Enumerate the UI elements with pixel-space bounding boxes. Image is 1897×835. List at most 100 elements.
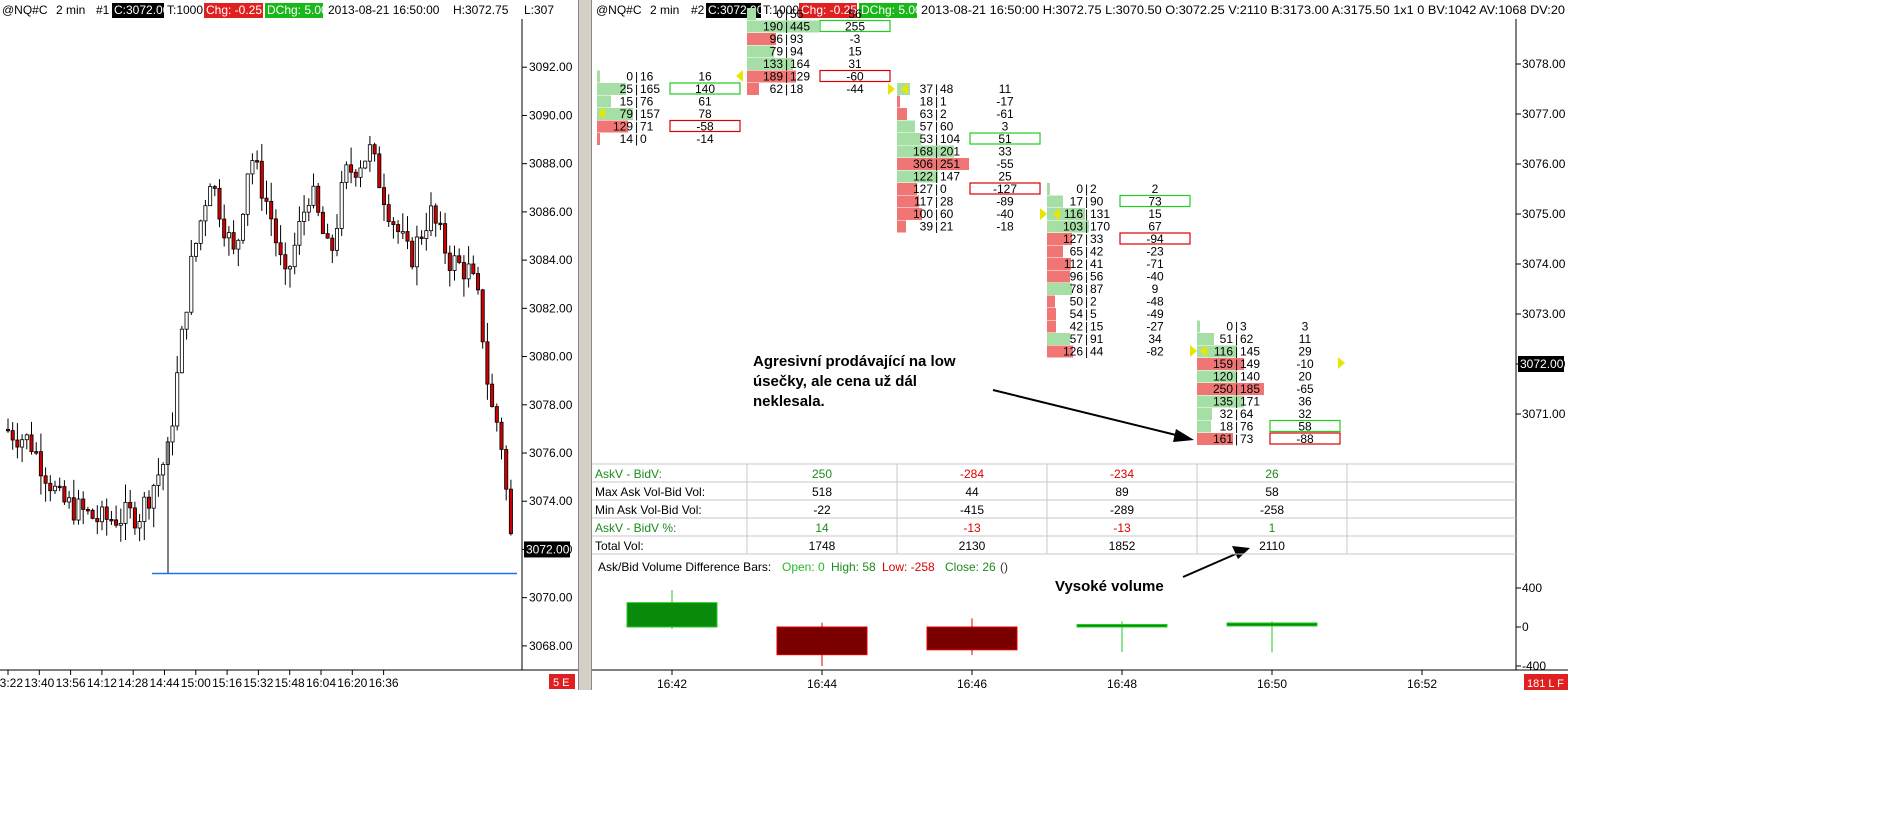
volume-bar <box>897 220 906 233</box>
ask-volume: 2 <box>1090 182 1097 196</box>
summary-row-label: Min Ask Vol-Bid Vol: <box>595 503 702 517</box>
price-axis[interactable]: 3092.00 3090.00 3088.00 3086.00 3084.00 3082.… <box>522 60 573 653</box>
ask-volume: 28 <box>940 195 954 209</box>
delta-value: -3 <box>850 32 861 46</box>
time-tick-label: 14:28 <box>118 676 148 690</box>
separator: | <box>1085 307 1088 321</box>
footprint-chart-pane[interactable]: @NQ#C 2 min #2 C:3072.00 T:1000 Chg: -0.… <box>592 0 1568 690</box>
candle <box>231 232 236 250</box>
ask-volume: 91 <box>1090 332 1104 346</box>
summary-value: -289 <box>1110 503 1134 517</box>
bid-volume: 116 <box>1064 207 1083 221</box>
summary-value: 44 <box>965 485 979 499</box>
ask-volume: 147 <box>940 170 960 184</box>
summary-value: -234 <box>1110 467 1134 481</box>
candle <box>95 517 100 523</box>
delta-value: 33 <box>998 145 1012 159</box>
candle <box>255 160 260 163</box>
volume-bar <box>1047 320 1056 333</box>
time-tick-label: 14:12 <box>87 676 117 690</box>
poc-marker-icon <box>1053 208 1060 220</box>
candle <box>193 243 198 257</box>
volume-bar <box>1047 245 1063 258</box>
delta-highlight <box>1269 432 1341 445</box>
diff-axis-tick: 400 <box>1522 581 1542 595</box>
pane-splitter[interactable] <box>578 0 592 690</box>
candle <box>269 200 274 220</box>
delta-value: -55 <box>996 157 1014 171</box>
summary-value: -258 <box>1260 503 1284 517</box>
time-axis[interactable]: 16:42 16:44 16:46 16:48 16:50 16:52 <box>657 670 1437 690</box>
price-tick-label: 3086.00 <box>529 205 573 219</box>
delta-highlight <box>669 119 741 133</box>
bid-volume: 78 <box>1070 282 1084 296</box>
candle <box>250 160 255 175</box>
delta-value: 73 <box>1148 195 1162 209</box>
delta-value: 58 <box>1298 420 1312 434</box>
bid-volume: 57 <box>920 120 934 134</box>
delta-value: 36 <box>1298 395 1312 409</box>
candle <box>490 383 495 407</box>
ask-volume: 48 <box>940 82 954 96</box>
ask-volume: 131 <box>1090 207 1110 221</box>
candle <box>236 239 241 250</box>
price-axis[interactable]: 3078.00 3077.00 3076.00 3075.00 3074.00 3073.… <box>1516 57 1566 421</box>
volume-bar <box>1047 270 1070 283</box>
separator: | <box>785 45 788 59</box>
poc-marker-icon <box>1040 208 1047 220</box>
separator: | <box>785 7 788 21</box>
candle <box>419 236 424 240</box>
candle <box>504 449 509 490</box>
candle <box>292 244 297 268</box>
summary-value: -13 <box>963 521 981 535</box>
summary-value: 26 <box>1265 467 1279 481</box>
summary-table: AskV - BidV: 250 -284 -234 26 Max Ask Vol-Bid… <box>592 463 1516 555</box>
arrow-icon <box>1173 429 1194 442</box>
candlestick-chart[interactable]: @NQ#C 2 min #1 C:3072.00 T:1000 Chg: -0.… <box>0 0 578 690</box>
delta-highlight <box>819 69 891 83</box>
bid-volume: 126 <box>1063 345 1083 359</box>
ask-volume: 60 <box>940 207 954 221</box>
ask-volume: 171 <box>1240 395 1260 409</box>
footprint-chart[interactable]: @NQ#C 2 min #2 C:3072.00 T:1000 Chg: -0.… <box>592 0 1568 690</box>
candle <box>330 237 335 251</box>
price-tick-label: 3073.00 <box>1522 307 1566 321</box>
header-chart-no: #2 <box>691 3 705 17</box>
volume-bar <box>897 208 922 220</box>
candle <box>118 522 123 526</box>
bid-volume: 50 <box>1070 295 1084 309</box>
separator: | <box>1085 245 1088 259</box>
separator: | <box>935 182 938 196</box>
candle <box>90 509 95 519</box>
summary-value: 1852 <box>1109 539 1136 553</box>
volume-bar <box>1047 220 1089 233</box>
candle <box>353 171 358 178</box>
delta-value: -48 <box>1146 295 1164 309</box>
bid-volume: 54 <box>1070 307 1084 321</box>
delta-value: 15 <box>1148 207 1162 221</box>
time-axis[interactable]: 13:2213:4013:5614:1214:2814:4415:0015:16… <box>0 670 399 690</box>
candlestick-chart-pane[interactable]: @NQ#C 2 min #1 C:3072.00 T:1000 Chg: -0.… <box>0 0 578 690</box>
bid-volume: 133 <box>763 57 783 71</box>
delta-value: 2 <box>1152 182 1159 196</box>
volume-bar <box>747 70 796 83</box>
bid-volume: 116 <box>1214 345 1233 359</box>
diff-axis-tick: 0 <box>1522 620 1529 634</box>
diff-bars-axis[interactable]: 400 0 -400 <box>1516 581 1546 673</box>
delta-value: -71 <box>1146 257 1164 271</box>
delta-value: 78 <box>698 107 712 121</box>
delta-value: -18 <box>996 220 1014 234</box>
summary-value: -284 <box>960 467 984 481</box>
delta-highlight <box>969 182 1041 195</box>
candle <box>405 231 410 242</box>
separator: | <box>635 132 638 146</box>
delta-value: 9 <box>1152 282 1159 296</box>
time-tick-label: 15:00 <box>181 676 211 690</box>
price-tick-label: 3078.00 <box>1522 57 1566 71</box>
candle <box>325 233 330 239</box>
